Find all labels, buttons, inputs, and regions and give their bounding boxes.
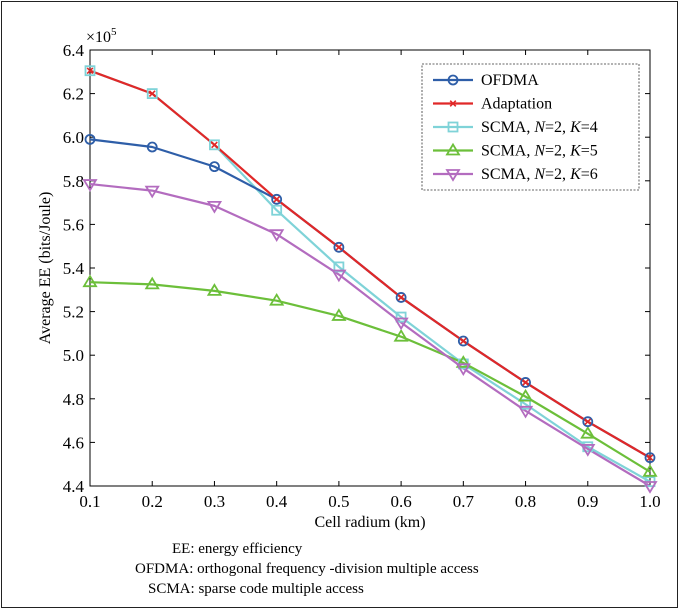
data-point-ofdma [457,335,469,347]
y-multiplier-exponent: 5 [111,26,117,38]
data-point-scma-n-2-k-5 [331,308,347,321]
x-tick-label: 0.1 [79,492,100,511]
data-point-scma-n-2-k-6 [642,481,658,494]
y-tick-label: 6.2 [63,85,84,104]
series-line-scma-n-2-k-5 [89,281,651,473]
data-point-scma-n-2-k-6 [206,200,223,214]
data-point-scma-n-2-k-5 [82,274,98,288]
data-point-scma-n-2-k-6 [455,363,471,377]
data-point-scma-n-2-k-5 [269,292,285,306]
x-tick-label: 0.7 [453,492,475,511]
data-point-scma-n-2-k-4 [395,311,407,323]
data-point-scma-n-2-k-5 [393,328,409,342]
data-point-ofdma [84,133,96,145]
data-point-scma-n-2-k-4 [84,65,96,77]
y-tick-label: 5.8 [63,172,84,191]
data-point-adaptation [273,195,281,203]
y-tick-label: 4.6 [63,433,84,452]
y-multiplier: ×105 [86,26,117,46]
data-point-ofdma [333,241,345,253]
data-point-scma-n-2-k-5 [642,464,658,477]
data-point-scma-n-2-k-5 [517,388,534,402]
data-point-scma-n-2-k-5 [580,425,596,439]
data-point-scma-n-2-k-6 [269,229,285,242]
data-point-scma-n-2-k-6 [580,444,596,457]
legend-marker [447,121,459,133]
legend-label: SCMA, N=2, K=5 [481,143,598,160]
x-tick-label: 0.8 [515,492,536,511]
data-point-scma-n-2-k-5 [206,283,223,296]
y-tick-label: 4.8 [63,390,84,409]
data-point-scma-n-2-k-6 [517,405,534,419]
data-point-adaptation [211,141,218,149]
data-point-ofdma [395,292,407,303]
x-axis-label: Cell radium (km) [314,514,425,531]
data-point-adaptation [459,337,467,345]
y-tick-label: 5.2 [63,303,84,322]
y-tick-label: 4.4 [63,477,85,496]
data-point-adaptation [397,294,405,301]
data-point-scma-n-2-k-5 [144,276,160,290]
y-tick-label: 5.4 [63,259,85,278]
data-point-scma-n-2-k-4 [146,88,158,99]
legend-label: SCMA, N=2, K=4 [481,119,598,136]
data-point-ofdma [146,141,158,153]
series-line-scma-n-2-k-6 [89,182,651,487]
legend-label: SCMA, N=2, K=6 [481,166,598,183]
data-point-adaptation [86,67,94,75]
data-point-scma-n-2-k-6 [331,269,347,283]
data-point-ofdma [271,193,283,205]
legend-marker [449,100,457,107]
x-tick-label: 1.0 [639,492,660,511]
data-point-scma-n-2-k-4 [209,139,220,151]
data-point-scma-n-2-k-4 [271,204,283,216]
y-tick-label: 6.4 [63,41,85,60]
legend-label: OFDMA [481,72,539,89]
legend-marker [445,169,461,182]
data-point-ofdma [644,452,656,464]
x-tick-label: 0.2 [142,492,163,511]
legend: OFDMA Adaptation SCMA, N=2, K=4 SCMA, N=2, … [421,63,640,191]
y-axis-label: Average EE (bits/Joule) [37,192,54,345]
data-point-adaptation [335,243,343,251]
legend-marker [447,74,459,86]
data-point-ofdma [209,161,220,173]
legend-marker [445,142,461,156]
x-tick-label: 0.3 [204,492,225,511]
data-point-ofdma [520,377,531,388]
data-point-adaptation [522,379,529,386]
x-tick-label: 0.6 [390,492,411,511]
data-point-adaptation [646,454,654,462]
data-point-adaptation [148,90,156,97]
data-point-adaptation [584,418,592,426]
data-point-scma-n-2-k-6 [393,317,409,331]
data-point-scma-n-2-k-6 [82,179,98,192]
y-tick-label: 5.0 [63,346,84,365]
series-line-adaptation [89,69,651,459]
x-tick-label: 0.4 [266,492,288,511]
x-tick-label: 0.5 [328,492,349,511]
data-point-scma-n-2-k-6 [144,185,160,199]
x-tick-label: 0.9 [577,492,598,511]
y-tick-label: 6.0 [63,128,84,147]
legend-label: Adaptation [481,96,552,113]
y-tick-label: 5.6 [63,215,84,234]
data-point-scma-n-2-k-5 [455,355,471,368]
data-point-ofdma [582,416,594,428]
